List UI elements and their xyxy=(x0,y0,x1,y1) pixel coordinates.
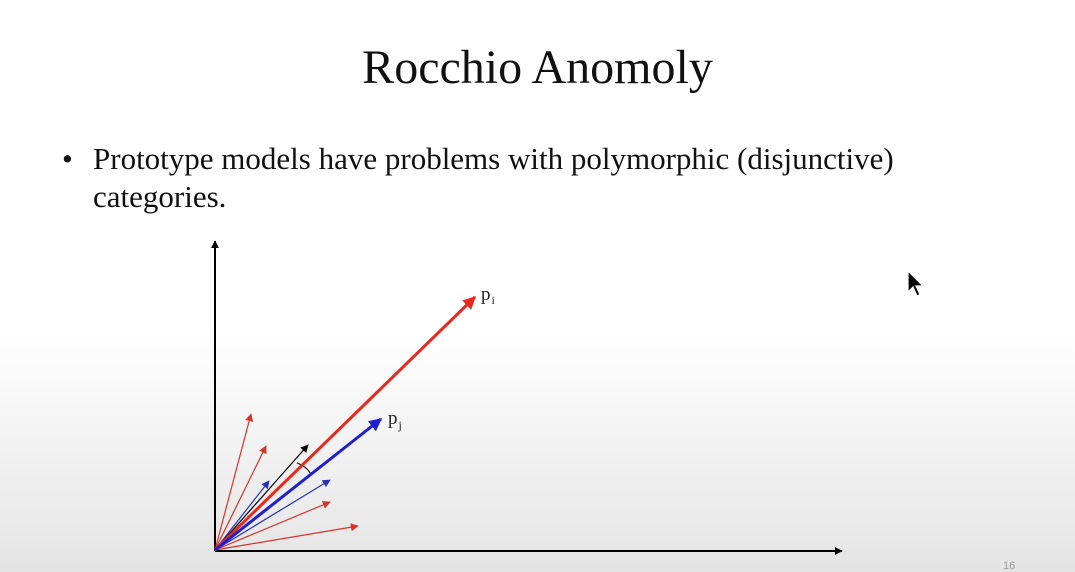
bullet-dot: • xyxy=(62,141,73,176)
bullet-text: Prototype models have problems with poly… xyxy=(93,141,894,214)
prototype-label-i: pi xyxy=(481,284,496,307)
prototype-label-j: pj xyxy=(388,408,402,432)
instance-vector-blue xyxy=(214,479,331,551)
prototype-label-j-sub: j xyxy=(398,418,402,432)
prototype-label-i-sub: i xyxy=(492,293,496,307)
mouse-pointer-icon xyxy=(907,270,925,297)
slide-number: 16 xyxy=(1003,560,1016,572)
prototype-vector-i xyxy=(213,295,477,552)
prototype-label-i-base: p xyxy=(481,284,491,305)
instance-vector-red xyxy=(214,523,359,551)
test-vector xyxy=(214,444,309,551)
instance-vector-red xyxy=(214,501,331,551)
angle-arc xyxy=(296,462,312,475)
prototype-vector-j xyxy=(214,417,383,552)
instance-vector-blue xyxy=(214,480,270,551)
prototype-label-j-base: p xyxy=(388,408,398,429)
instance-vector-red xyxy=(214,413,254,551)
instance-vector-red xyxy=(214,445,267,551)
slide-title: Rocchio Anomoly xyxy=(362,41,713,94)
